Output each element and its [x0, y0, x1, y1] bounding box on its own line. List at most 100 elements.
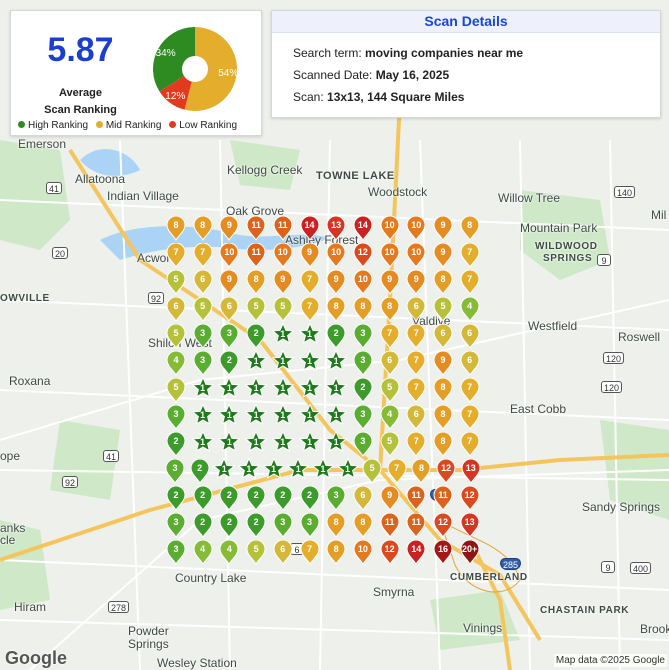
rank-pin[interactable]: 14 [353, 216, 373, 241]
rank-star-pin[interactable]: 1 [324, 376, 348, 399]
rank-pin[interactable]: 8 [246, 270, 266, 295]
rank-pin[interactable]: 10 [380, 243, 400, 268]
rank-pin[interactable]: 8 [433, 432, 453, 457]
rank-pin[interactable]: 9 [273, 270, 293, 295]
rank-star-pin[interactable]: 1 [271, 349, 295, 372]
rank-pin[interactable]: 3 [165, 459, 185, 484]
rank-pin[interactable]: 4 [219, 540, 239, 565]
rank-pin[interactable]: 7 [193, 243, 213, 268]
rank-pin[interactable]: 9 [219, 270, 239, 295]
rank-pin[interactable]: 2 [190, 459, 210, 484]
rank-star-pin[interactable]: 1 [217, 376, 241, 399]
rank-pin[interactable]: 7 [299, 297, 320, 322]
rank-pin[interactable]: 10 [380, 216, 400, 241]
rank-pin[interactable]: 6 [380, 351, 400, 376]
rank-pin[interactable]: 3 [166, 405, 186, 430]
rank-pin[interactable]: 8 [460, 216, 480, 241]
rank-pin[interactable]: 8 [166, 216, 186, 241]
rank-pin[interactable]: 16 [433, 540, 453, 565]
rank-pin[interactable]: 6 [353, 486, 373, 511]
rank-pin[interactable]: 8 [433, 405, 453, 430]
rank-pin[interactable]: 8 [326, 513, 346, 538]
rank-pin[interactable]: 7 [460, 378, 480, 403]
rank-pin[interactable]: 8 [353, 297, 373, 322]
rank-star-pin[interactable]: 1 [297, 403, 322, 426]
rank-pin[interactable]: 11 [380, 513, 400, 538]
rank-pin[interactable]: 2 [326, 324, 346, 349]
rank-pin[interactable]: 5 [246, 540, 266, 565]
rank-pin[interactable]: 7 [387, 459, 407, 484]
rank-pin[interactable]: 9 [380, 270, 400, 295]
rank-star-pin[interactable]: 1 [191, 403, 215, 426]
rank-pin[interactable]: 9 [433, 216, 453, 241]
rank-pin[interactable]: 2 [166, 486, 186, 511]
rank-pin[interactable]: 2 [219, 486, 239, 511]
map-attribution[interactable]: Map data ©2025 Google [553, 654, 667, 667]
rank-pin[interactable]: 8 [326, 297, 346, 322]
rank-star-pin[interactable]: 1 [324, 403, 348, 426]
rank-pin[interactable]: 2 [166, 432, 186, 457]
rank-pin[interactable]: 11 [406, 486, 426, 511]
rank-pin[interactable]: 11 [246, 216, 266, 241]
rank-pin[interactable]: 3 [193, 351, 213, 376]
rank-pin[interactable]: 2 [219, 351, 239, 376]
rank-pin[interactable]: 3 [273, 513, 293, 538]
rank-pin[interactable]: 2 [299, 486, 320, 511]
rank-pin[interactable]: 4 [166, 351, 186, 376]
rank-pin[interactable]: 7 [380, 324, 400, 349]
rank-star-pin[interactable]: 1 [297, 322, 322, 345]
rank-pin[interactable]: 12 [460, 486, 480, 511]
rank-pin[interactable]: 5 [166, 378, 186, 403]
rank-pin[interactable]: 10 [219, 243, 239, 268]
rank-pin[interactable]: 3 [166, 540, 186, 565]
rank-star-pin[interactable]: 1 [212, 457, 236, 480]
rank-pin[interactable]: 10 [406, 216, 426, 241]
rank-pin[interactable]: 13 [460, 513, 480, 538]
rank-pin[interactable]: 20+ [460, 540, 480, 565]
rank-pin[interactable]: 8 [193, 216, 213, 241]
rank-pin[interactable]: 7 [166, 243, 186, 268]
rank-pin[interactable]: 12 [353, 243, 373, 268]
rank-pin[interactable]: 3 [193, 324, 213, 349]
rank-star-pin[interactable]: 1 [324, 349, 348, 372]
rank-pin[interactable]: 11 [246, 243, 266, 268]
rank-pin[interactable]: 7 [406, 432, 426, 457]
rank-pin[interactable]: 7 [299, 540, 320, 565]
rank-pin[interactable]: 14 [406, 540, 426, 565]
rank-pin[interactable]: 5 [380, 432, 400, 457]
rank-pin[interactable]: 3 [299, 513, 320, 538]
rank-star-pin[interactable]: 1 [261, 457, 286, 480]
rank-star-pin[interactable]: 1 [297, 349, 322, 372]
rank-star-pin[interactable]: 1 [237, 457, 261, 480]
rank-star-pin[interactable]: 1 [191, 376, 215, 399]
rank-star-pin[interactable]: 1 [271, 376, 295, 399]
rank-pin[interactable]: 5 [433, 297, 453, 322]
rank-star-pin[interactable]: 1 [335, 457, 360, 480]
rank-pin[interactable]: 13 [461, 459, 481, 484]
rank-pin[interactable]: 9 [219, 216, 239, 241]
rank-pin[interactable]: 3 [353, 432, 373, 457]
rank-star-pin[interactable]: 1 [244, 403, 268, 426]
rank-pin[interactable]: 6 [460, 324, 480, 349]
rank-pin[interactable]: 7 [460, 405, 480, 430]
rank-pin[interactable]: 5 [193, 297, 213, 322]
rank-pin[interactable]: 12 [380, 540, 400, 565]
rank-pin[interactable]: 2 [193, 513, 213, 538]
rank-star-pin[interactable]: 1 [286, 457, 310, 480]
rank-pin[interactable]: 6 [406, 297, 426, 322]
rank-pin[interactable]: 14 [299, 216, 320, 241]
rank-pin[interactable]: 11 [406, 513, 426, 538]
rank-pin[interactable]: 5 [166, 324, 186, 349]
rank-pin[interactable]: 7 [460, 243, 480, 268]
rank-pin[interactable]: 6 [406, 405, 426, 430]
rank-pin[interactable]: 7 [460, 432, 480, 457]
rank-pin[interactable]: 9 [326, 270, 346, 295]
rank-pin[interactable]: 2 [219, 513, 239, 538]
rank-pin[interactable]: 6 [460, 351, 480, 376]
rank-pin[interactable]: 11 [273, 216, 293, 241]
rank-pin[interactable]: 10 [353, 540, 373, 565]
rank-pin[interactable]: 2 [246, 513, 266, 538]
rank-pin[interactable]: 6 [433, 324, 453, 349]
rank-pin[interactable]: 10 [273, 243, 293, 268]
rank-pin[interactable]: 7 [406, 324, 426, 349]
